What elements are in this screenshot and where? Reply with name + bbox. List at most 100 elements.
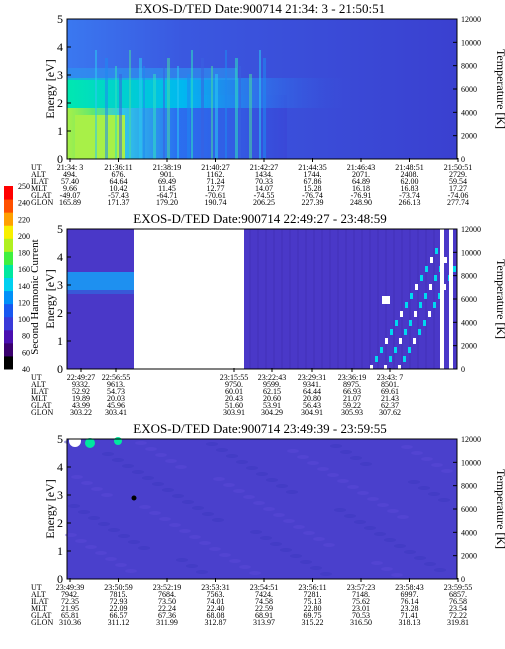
streak bbox=[201, 58, 204, 159]
y2-tick-label: 6000 bbox=[461, 505, 477, 514]
signal-column bbox=[440, 229, 444, 369]
table-cell: 9332. bbox=[72, 380, 90, 389]
table-cell: 9341. bbox=[303, 380, 321, 389]
texture-blob bbox=[347, 485, 359, 489]
table-cell: 676. bbox=[112, 170, 126, 179]
y-ticks: 0 1 2 3 4 5 bbox=[57, 222, 71, 376]
signal-column bbox=[449, 229, 453, 369]
texture-blob bbox=[226, 454, 238, 458]
y2-tick-label: 2000 bbox=[461, 342, 477, 351]
table-cell: 51.60 bbox=[225, 401, 243, 410]
texture-blob bbox=[280, 548, 292, 552]
texture-blob bbox=[165, 459, 177, 463]
table-cell: 312.87 bbox=[205, 618, 227, 627]
table-cell: 227.39 bbox=[302, 198, 324, 207]
row-label: GLAT bbox=[31, 611, 52, 620]
colorbar-tick-label: 120 bbox=[18, 298, 30, 307]
texture-blob bbox=[101, 493, 113, 497]
y-tick-label: 0 bbox=[57, 152, 63, 166]
table-cell: 23:22:43 bbox=[258, 373, 286, 382]
table-cell: 7148. bbox=[352, 590, 370, 599]
texture-blob bbox=[186, 564, 198, 568]
table-cell: 319.81 bbox=[447, 618, 469, 627]
texture-blob bbox=[317, 467, 329, 471]
colorbar-swatch bbox=[4, 225, 13, 239]
texture-blob bbox=[98, 522, 110, 526]
texture-blob bbox=[229, 559, 241, 563]
table-cell: 75.62 bbox=[352, 597, 370, 606]
signal-blip bbox=[433, 302, 436, 308]
table-cell: 73.50 bbox=[158, 597, 176, 606]
texture-blob bbox=[411, 451, 423, 455]
texture-blob bbox=[142, 476, 154, 480]
texture-blob bbox=[105, 557, 117, 561]
table-cell: 65.81 bbox=[61, 611, 79, 620]
streak bbox=[119, 74, 122, 159]
table-cell: 14.07 bbox=[255, 184, 273, 193]
table-cell: 22:56:55 bbox=[102, 373, 130, 382]
table-cell: 62.37 bbox=[381, 401, 399, 410]
texture-blob bbox=[122, 464, 134, 468]
table-cell: 21:40:27 bbox=[201, 163, 229, 172]
table-cell: 315.22 bbox=[302, 618, 324, 627]
texture-blob bbox=[212, 518, 224, 522]
texture-blob bbox=[266, 478, 278, 482]
texture-blob bbox=[239, 565, 251, 569]
texture-blob bbox=[108, 528, 120, 532]
table-cell: 69.75 bbox=[304, 611, 322, 620]
texture-blob bbox=[334, 508, 346, 512]
table-cell: 22.59 bbox=[255, 604, 273, 613]
texture-blob bbox=[152, 482, 164, 486]
y2-ticks: 0 2000 4000 6000 8000 10000 12000 bbox=[453, 435, 481, 584]
colorbar-swatches bbox=[4, 186, 13, 370]
streak bbox=[163, 50, 165, 159]
texture-blob bbox=[206, 442, 218, 446]
table-cell: 71.24 bbox=[207, 177, 225, 186]
texture-blob bbox=[320, 572, 332, 576]
texture-blob bbox=[75, 539, 87, 543]
texture-blob bbox=[276, 484, 288, 488]
y-tick-label: 2 bbox=[57, 96, 63, 110]
table-cell: -70.61 bbox=[205, 191, 226, 200]
table-cell: 76.58 bbox=[449, 597, 467, 606]
table-cell: 21:34: 3 bbox=[57, 163, 83, 172]
y-tick-label: 1 bbox=[57, 544, 63, 558]
texture-blob bbox=[233, 489, 245, 493]
texture-blob bbox=[145, 447, 157, 451]
table-cell: 23.54 bbox=[449, 604, 467, 613]
texture-blob bbox=[286, 490, 298, 494]
row-label: ILAT bbox=[31, 387, 48, 396]
table-cell: 311.99 bbox=[156, 618, 178, 627]
y2-tick-label: 2000 bbox=[461, 552, 477, 561]
colorbar-swatch bbox=[4, 342, 13, 357]
y-tick-label: 0 bbox=[57, 572, 63, 586]
table-cell: 8975. bbox=[343, 380, 361, 389]
texture-blob bbox=[209, 547, 221, 551]
texture-blob bbox=[367, 497, 379, 501]
texture-blob bbox=[310, 566, 322, 570]
colorbar-swatch bbox=[4, 212, 13, 226]
row-label: UT bbox=[31, 583, 42, 592]
table-cell: 70.33 bbox=[255, 177, 273, 186]
table-cell: 1744. bbox=[304, 170, 322, 179]
table-cell: 69.49 bbox=[158, 177, 176, 186]
table-cell: 303.41 bbox=[105, 408, 127, 417]
y-ticks: 0 1 2 3 4 5 bbox=[57, 432, 71, 586]
signal-blip bbox=[408, 347, 411, 353]
table-cell: 68.08 bbox=[207, 611, 225, 620]
panel-1: EXOS-D/TED Date:900714 21:34: 3 - 21:50:… bbox=[31, 1, 505, 207]
texture-blob bbox=[344, 514, 356, 518]
y-tick-label: 2 bbox=[57, 306, 63, 320]
table-cell: 11.45 bbox=[158, 184, 176, 193]
table-cell: 64.64 bbox=[110, 177, 128, 186]
y2-axis-label: Temperature [K] bbox=[494, 469, 505, 549]
texture-blob bbox=[360, 462, 372, 466]
y2-tick-label: 10000 bbox=[461, 248, 481, 257]
heatmap-hotspot bbox=[85, 438, 95, 448]
colorbar-tick-label: 250 bbox=[18, 182, 30, 191]
streak bbox=[235, 58, 238, 159]
table-cell: 67.86 bbox=[304, 177, 322, 186]
texture-blob bbox=[323, 543, 335, 547]
texture-blob bbox=[162, 488, 174, 492]
